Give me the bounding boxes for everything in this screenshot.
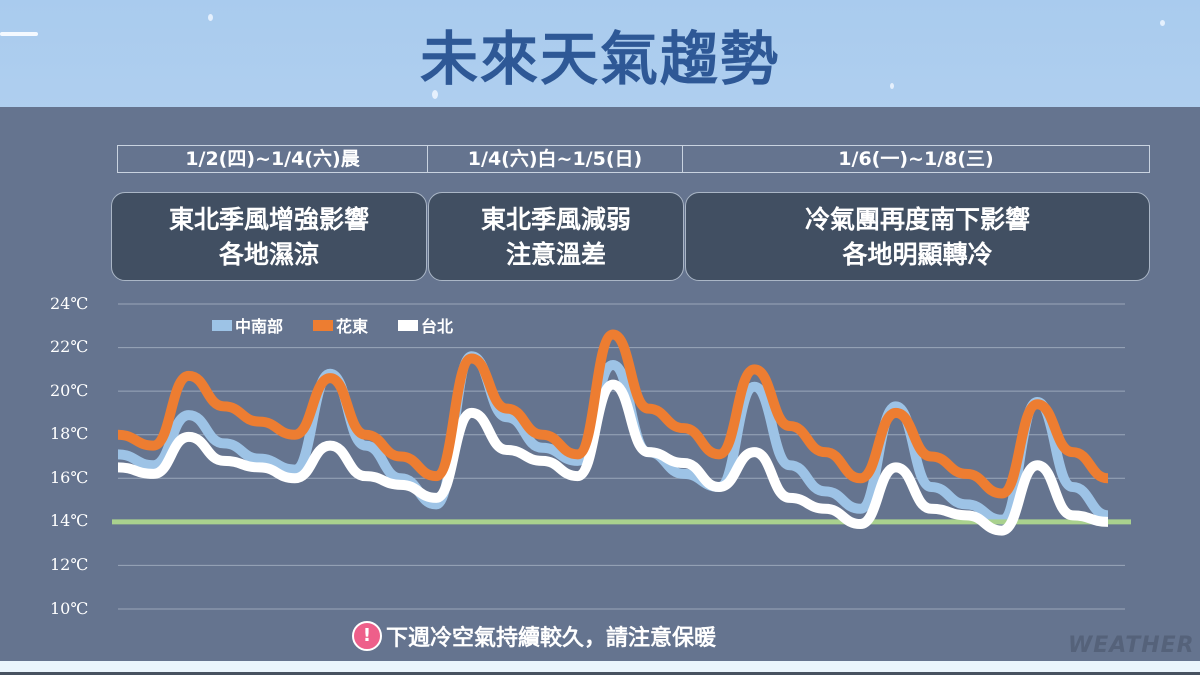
snowflake	[432, 90, 438, 99]
snowflake	[1160, 20, 1165, 26]
legend-swatch	[313, 319, 334, 331]
y-tick-label: 12℃	[50, 555, 89, 574]
chart-legend: 中南部 花東 台北	[212, 313, 453, 337]
page-title: 未來天氣趨勢	[419, 25, 780, 93]
period-date: 1/4(六)白~1/5(日)	[428, 146, 683, 172]
y-tick-label: 16℃	[50, 468, 89, 487]
series-line	[117, 329, 1109, 499]
y-tick-label: 24℃	[50, 294, 89, 313]
legend-swatch	[212, 319, 232, 331]
summary-line: 注意溫差	[505, 239, 606, 269]
summary-line: 各地明顯轉冷	[842, 239, 993, 269]
summary-line: 各地濕涼	[218, 239, 319, 269]
period-summary-box: 冷氣團再度南下影響 各地明顯轉冷	[685, 192, 1150, 281]
decorative-streak	[0, 32, 38, 36]
y-tick-label: 20℃	[50, 381, 89, 400]
weather-watermark-logo: WEATHER	[1068, 633, 1195, 658]
legend-swatch	[398, 319, 419, 331]
snowflake	[890, 83, 894, 89]
period-date-row: 1/2(四)~1/4(六)晨 1/4(六)白~1/5(日) 1/6(一)~1/8…	[117, 145, 1150, 173]
summary-line: 冷氣團再度南下影響	[804, 204, 1030, 234]
period-date: 1/6(一)~1/8(三)	[838, 148, 994, 170]
summary-line: 東北季風增強影響	[168, 204, 369, 234]
y-tick-label: 10℃	[50, 599, 89, 618]
summary-line: 東北季風減弱	[480, 204, 631, 234]
period-summary-box: 東北季風增強影響 各地濕涼	[111, 192, 427, 281]
series-line	[117, 379, 1109, 536]
legend-label: 台北	[421, 317, 454, 336]
snowflake	[208, 14, 213, 21]
legend-label: 花東	[336, 317, 369, 336]
y-tick-label: 22℃	[50, 337, 89, 356]
legend-item-taipei: 台北	[398, 313, 453, 337]
alert-icon: !	[352, 621, 382, 651]
legend-item-central-south: 中南部	[212, 313, 283, 337]
y-tick-label: 14℃	[50, 511, 89, 530]
period-date: 1/2(四)~1/4(六)晨	[118, 146, 428, 172]
period-summary-box: 東北季風減弱 注意溫差	[428, 192, 684, 281]
legend-item-hualien-taitung: 花東	[313, 313, 368, 337]
chart-series	[112, 329, 1131, 536]
advisory-text: 下週冷空氣持續較久，請注意保暖	[386, 626, 717, 651]
series-line	[117, 351, 1109, 525]
advisory-note: ! 下週冷空氣持續較久，請注意保暖	[352, 620, 716, 652]
legend-label: 中南部	[235, 317, 284, 336]
bottom-band	[0, 661, 1200, 675]
y-tick-label: 18℃	[50, 424, 89, 443]
